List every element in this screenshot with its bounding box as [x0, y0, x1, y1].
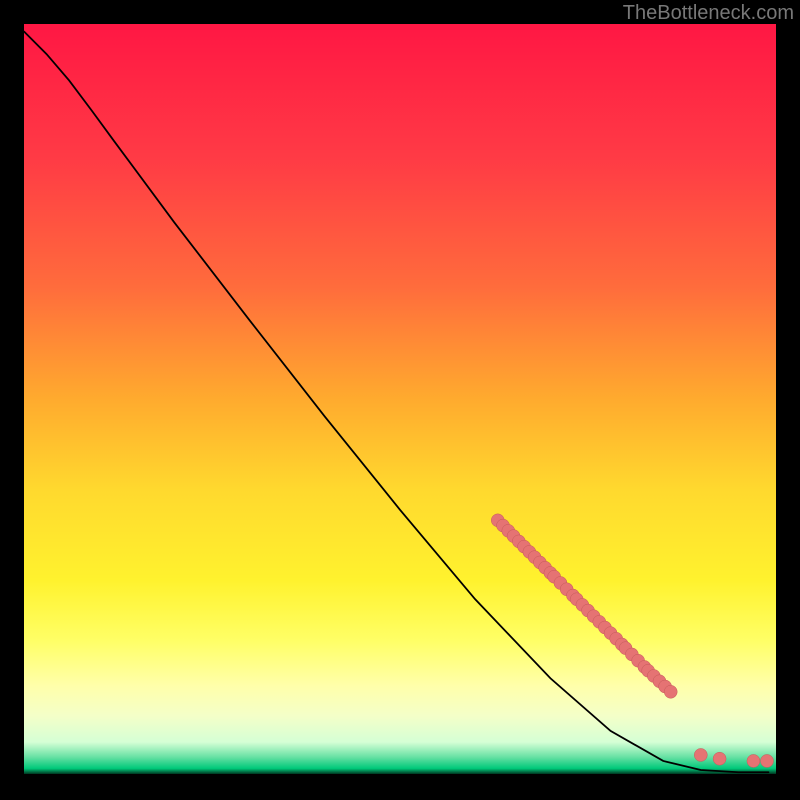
- chart-plot-area: [24, 24, 776, 776]
- data-marker: [713, 752, 726, 765]
- data-marker: [664, 685, 677, 698]
- chart-background: [24, 24, 776, 776]
- data-marker: [747, 754, 760, 767]
- data-marker: [694, 748, 707, 761]
- chart-svg: [24, 24, 776, 776]
- data-marker: [760, 754, 773, 767]
- watermark-text: TheBottleneck.com: [623, 2, 794, 25]
